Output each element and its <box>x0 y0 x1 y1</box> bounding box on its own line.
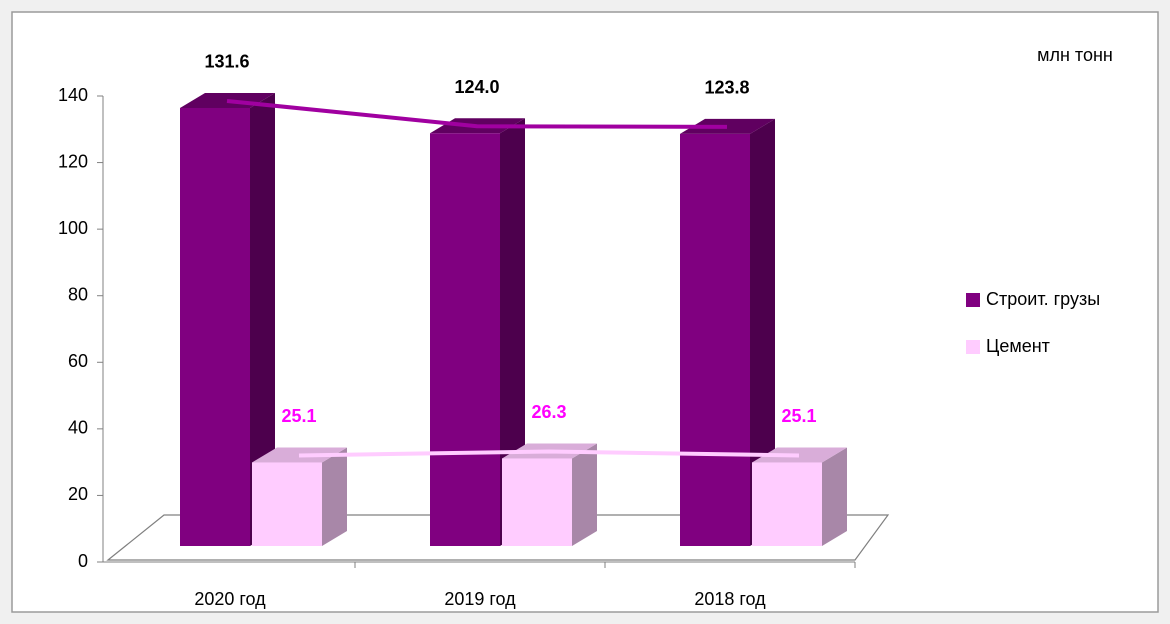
bar <box>502 458 572 546</box>
legend-swatch <box>966 340 980 354</box>
y-tick-label: 140 <box>58 85 88 105</box>
bar-top <box>752 447 847 463</box>
y-tick-label: 60 <box>68 351 88 371</box>
y-tick-label: 0 <box>78 551 88 571</box>
bar-side <box>572 443 597 546</box>
y-tick-label: 100 <box>58 218 88 238</box>
data-label: 124.0 <box>454 77 499 97</box>
bar-top <box>680 118 775 134</box>
legend-swatch <box>966 293 980 307</box>
bar-side <box>750 118 775 547</box>
bar <box>252 462 322 546</box>
bar <box>180 107 250 547</box>
floor <box>106 514 890 561</box>
data-label: 123.8 <box>704 78 749 98</box>
bar-side <box>822 447 847 546</box>
legend-label: Цемент <box>986 336 1050 356</box>
bar <box>752 462 822 546</box>
y-tick-label: 20 <box>68 484 88 504</box>
x-tick-label: 2020 год <box>194 589 266 609</box>
x-tick-label: 2018 год <box>694 589 766 609</box>
bar-side <box>500 118 525 546</box>
unit-label: млн тонн <box>1037 45 1113 65</box>
bar <box>680 133 750 546</box>
y-tick-label: 40 <box>68 418 88 438</box>
trend-line <box>226 98 728 129</box>
data-label: 25.1 <box>281 406 316 426</box>
y-tick-label: 80 <box>68 284 88 304</box>
data-label: 26.3 <box>531 402 566 422</box>
bar <box>430 133 500 546</box>
data-label: 131.6 <box>204 52 249 72</box>
data-label: 25.1 <box>781 406 816 426</box>
bar-side <box>250 92 275 547</box>
x-tick-label: 2019 год <box>444 589 516 609</box>
legend-label: Строит. грузы <box>986 289 1100 309</box>
y-tick-label: 120 <box>58 151 88 171</box>
trend-line <box>298 449 800 458</box>
bar-side <box>322 447 347 546</box>
